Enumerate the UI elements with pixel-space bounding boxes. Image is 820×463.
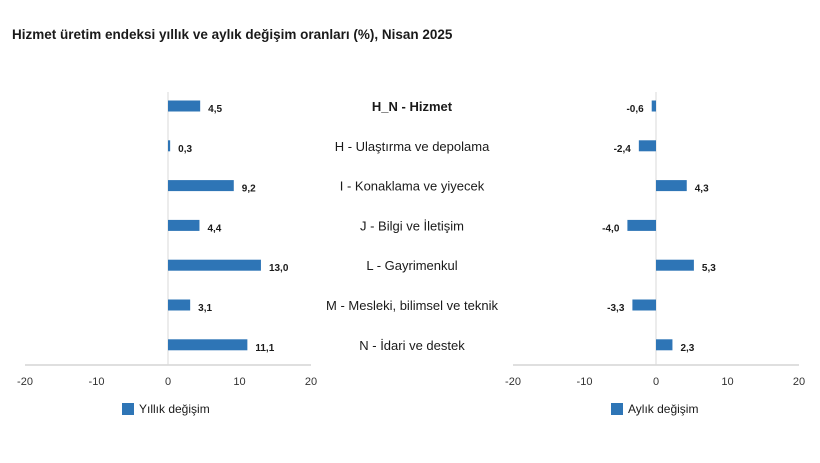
category-label: J - Bilgi ve İletişim (360, 218, 464, 233)
chart-title: Hizmet üretim endeksi yıllık ve aylık de… (12, 27, 453, 42)
category-label: M - Mesleki, bilimsel ve teknik (326, 298, 498, 313)
x-tick-label: 20 (793, 376, 805, 388)
legend-aylik: Aylık değişim (611, 402, 698, 416)
data-label: -3,3 (607, 303, 625, 314)
data-label: 4,5 (208, 104, 222, 115)
data-label: -2,4 (614, 144, 632, 155)
bar (627, 219, 656, 231)
bar (168, 299, 191, 311)
legend-swatch-aylik (611, 403, 623, 415)
legend-swatch-yillik (122, 403, 134, 415)
legend-yillik: Yıllık değişim (122, 402, 210, 416)
bar (168, 140, 171, 152)
data-label: -4,0 (602, 223, 620, 234)
category-label: H_N - Hizmet (372, 99, 453, 114)
bar (168, 259, 261, 271)
data-label: 5,3 (702, 263, 716, 274)
category-label: L - Gayrimenkul (366, 258, 457, 273)
bar (638, 140, 656, 152)
x-tick-label: 20 (305, 376, 317, 388)
category-label: I - Konaklama ve yiyecek (340, 179, 485, 194)
bar (168, 180, 234, 192)
x-tick-label: -20 (17, 376, 33, 388)
data-label: -0,6 (626, 104, 644, 115)
bar (656, 339, 673, 351)
data-label: 3,1 (198, 303, 212, 314)
bar (168, 219, 200, 231)
legend-label-aylik: Aylık değişim (628, 402, 699, 416)
x-tick-label: -10 (89, 376, 105, 388)
data-label: 0,3 (178, 144, 192, 155)
x-tick-label: 10 (721, 376, 733, 388)
bar (168, 100, 201, 112)
data-label: 4,3 (695, 184, 709, 195)
data-label: 2,3 (680, 343, 694, 354)
x-tick-label: -10 (577, 376, 593, 388)
bar (168, 339, 248, 351)
x-tick-label: 10 (233, 376, 245, 388)
x-tick-label: 0 (653, 376, 659, 388)
bar (656, 180, 687, 192)
category-label: N - İdari ve destek (359, 338, 465, 353)
bar (656, 259, 694, 271)
x-tick-label: -20 (505, 376, 521, 388)
data-label: 13,0 (269, 263, 289, 274)
legend-label-yillik: Yıllık değişim (139, 402, 210, 416)
category-label: H - Ulaştırma ve depolama (335, 139, 490, 154)
bar (632, 299, 656, 311)
data-label: 9,2 (242, 184, 256, 195)
x-tick-label: 0 (165, 376, 171, 388)
bar (651, 100, 656, 112)
data-label: 4,4 (207, 223, 221, 234)
data-label: 11,1 (255, 343, 274, 354)
